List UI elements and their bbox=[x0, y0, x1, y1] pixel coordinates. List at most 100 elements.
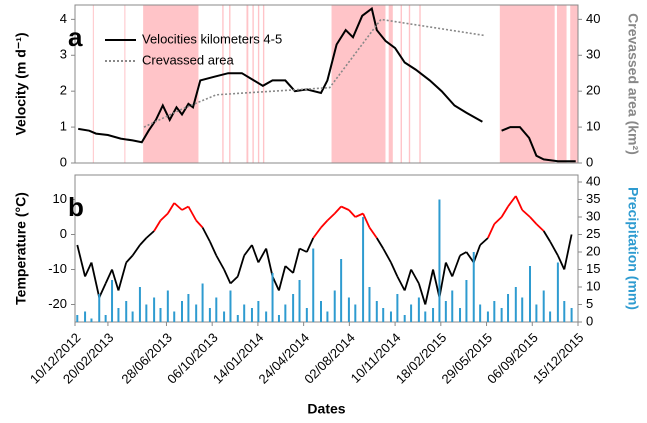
temperature-segment bbox=[173, 202, 183, 211]
temperature-segment bbox=[396, 276, 406, 291]
y2-tick-label: 10 bbox=[586, 278, 600, 293]
y2-tick-label: 25 bbox=[586, 226, 600, 241]
temperature-segment bbox=[111, 269, 120, 291]
y2-tick-label: 20 bbox=[586, 243, 600, 258]
temperature-segment bbox=[521, 209, 531, 218]
temperature-segment bbox=[229, 275, 239, 285]
temperature-segment bbox=[362, 213, 371, 228]
y-tick-label: 3 bbox=[60, 47, 67, 62]
temperature-segment bbox=[340, 205, 350, 211]
y2-axis-title: Precipitation (mm) bbox=[625, 187, 641, 310]
temperature-segment bbox=[563, 234, 573, 270]
temperature-segment bbox=[278, 265, 287, 291]
temperature-segment bbox=[125, 254, 134, 264]
temperature-segment bbox=[139, 237, 147, 246]
temperature-segment bbox=[90, 262, 101, 298]
y-tick-label: 4 bbox=[60, 11, 67, 26]
shaded-period bbox=[229, 5, 231, 163]
y2-tick-label: 40 bbox=[586, 11, 600, 26]
temperature-segment bbox=[320, 219, 329, 229]
y-tick-label: 1 bbox=[60, 119, 67, 134]
temperature-segment bbox=[390, 262, 399, 277]
temperature-segment bbox=[535, 223, 545, 232]
shaded-period bbox=[499, 5, 555, 163]
temperature-segment bbox=[348, 209, 356, 218]
temperature-segment bbox=[145, 230, 155, 239]
temperature-segment bbox=[424, 269, 434, 305]
y2-axis-title: Crevassed area (km²) bbox=[625, 13, 641, 155]
temperature-segment bbox=[201, 227, 211, 242]
y-axis-title: Velocity (m d⁻¹) bbox=[13, 32, 29, 135]
shaded-period bbox=[92, 5, 94, 163]
temperature-segment bbox=[445, 262, 454, 277]
shaded-period bbox=[143, 5, 199, 163]
y2-tick-label: 10 bbox=[586, 119, 600, 134]
panel-label: b bbox=[68, 192, 84, 222]
temperature-segment bbox=[479, 237, 489, 246]
y-tick-label: 0 bbox=[60, 154, 67, 169]
temperature-segment bbox=[104, 269, 113, 284]
series-line bbox=[78, 6, 576, 163]
shaded-period bbox=[419, 5, 421, 163]
temperature-segment bbox=[265, 248, 274, 277]
temperature-segment bbox=[181, 205, 189, 211]
temperature-segment bbox=[98, 283, 107, 298]
y2-tick-label: 30 bbox=[586, 47, 600, 62]
temperature-segment bbox=[557, 255, 566, 270]
legend-label: Velocities kilometers 4-5 bbox=[142, 31, 282, 46]
shaded-period bbox=[222, 5, 224, 163]
y2-tick-label: 40 bbox=[586, 173, 600, 188]
temperature-segment bbox=[334, 205, 342, 215]
temperature-segment bbox=[243, 244, 253, 257]
temperature-segment bbox=[493, 216, 503, 225]
temperature-segment bbox=[451, 255, 461, 277]
plot-frame bbox=[74, 4, 579, 164]
plot-frame bbox=[74, 174, 579, 323]
temperature-segment bbox=[312, 226, 322, 239]
y2-tick-label: 30 bbox=[586, 208, 600, 223]
temperature-segment bbox=[326, 212, 336, 222]
temperature-segment bbox=[223, 269, 232, 284]
temperature-segment bbox=[187, 206, 197, 221]
temperature-segment bbox=[382, 248, 392, 263]
temperature-segment bbox=[459, 251, 467, 257]
y-tick-label: 10 bbox=[53, 191, 67, 206]
y2-tick-label: 35 bbox=[586, 191, 600, 206]
temperature-segment bbox=[131, 244, 141, 257]
legend-label: Crevassed area bbox=[142, 52, 235, 67]
temperature-segment bbox=[500, 206, 509, 218]
temperature-segment bbox=[529, 216, 538, 225]
temperature-segment bbox=[292, 248, 301, 274]
shaded-period bbox=[400, 5, 402, 163]
shaded-period bbox=[388, 5, 393, 163]
temperature-segment bbox=[117, 262, 128, 291]
temperature-segment bbox=[284, 265, 294, 274]
panel-label: a bbox=[68, 22, 83, 52]
y2-tick-label: 0 bbox=[586, 313, 593, 328]
x-axis-title: Dates bbox=[307, 401, 345, 417]
temperature-segment bbox=[257, 248, 267, 263]
shaded-period bbox=[124, 5, 126, 163]
shaded-period bbox=[570, 5, 578, 163]
temperature-segment bbox=[542, 230, 551, 242]
temperature-segment bbox=[354, 212, 364, 218]
temperature-segment bbox=[418, 283, 427, 305]
shaded-period bbox=[252, 5, 254, 163]
temperature-segment bbox=[432, 269, 441, 298]
y-axis-title: Temperature (°C) bbox=[13, 192, 29, 305]
y-tick-label: 2 bbox=[60, 83, 67, 98]
temperature-segment bbox=[195, 219, 204, 229]
y-tick-label: 0 bbox=[60, 226, 67, 241]
temperature-segment bbox=[549, 241, 559, 256]
temperature-segment bbox=[514, 195, 524, 211]
shaded-period bbox=[262, 5, 265, 163]
y-tick-label: -20 bbox=[48, 296, 67, 311]
temperature-segment bbox=[465, 251, 475, 264]
shaded-period bbox=[556, 5, 567, 163]
temperature-segment bbox=[271, 276, 280, 291]
temperature-segment bbox=[403, 269, 412, 291]
temperature-segment bbox=[215, 255, 225, 270]
temperature-segment bbox=[159, 212, 169, 222]
temperature-segment bbox=[209, 241, 218, 256]
